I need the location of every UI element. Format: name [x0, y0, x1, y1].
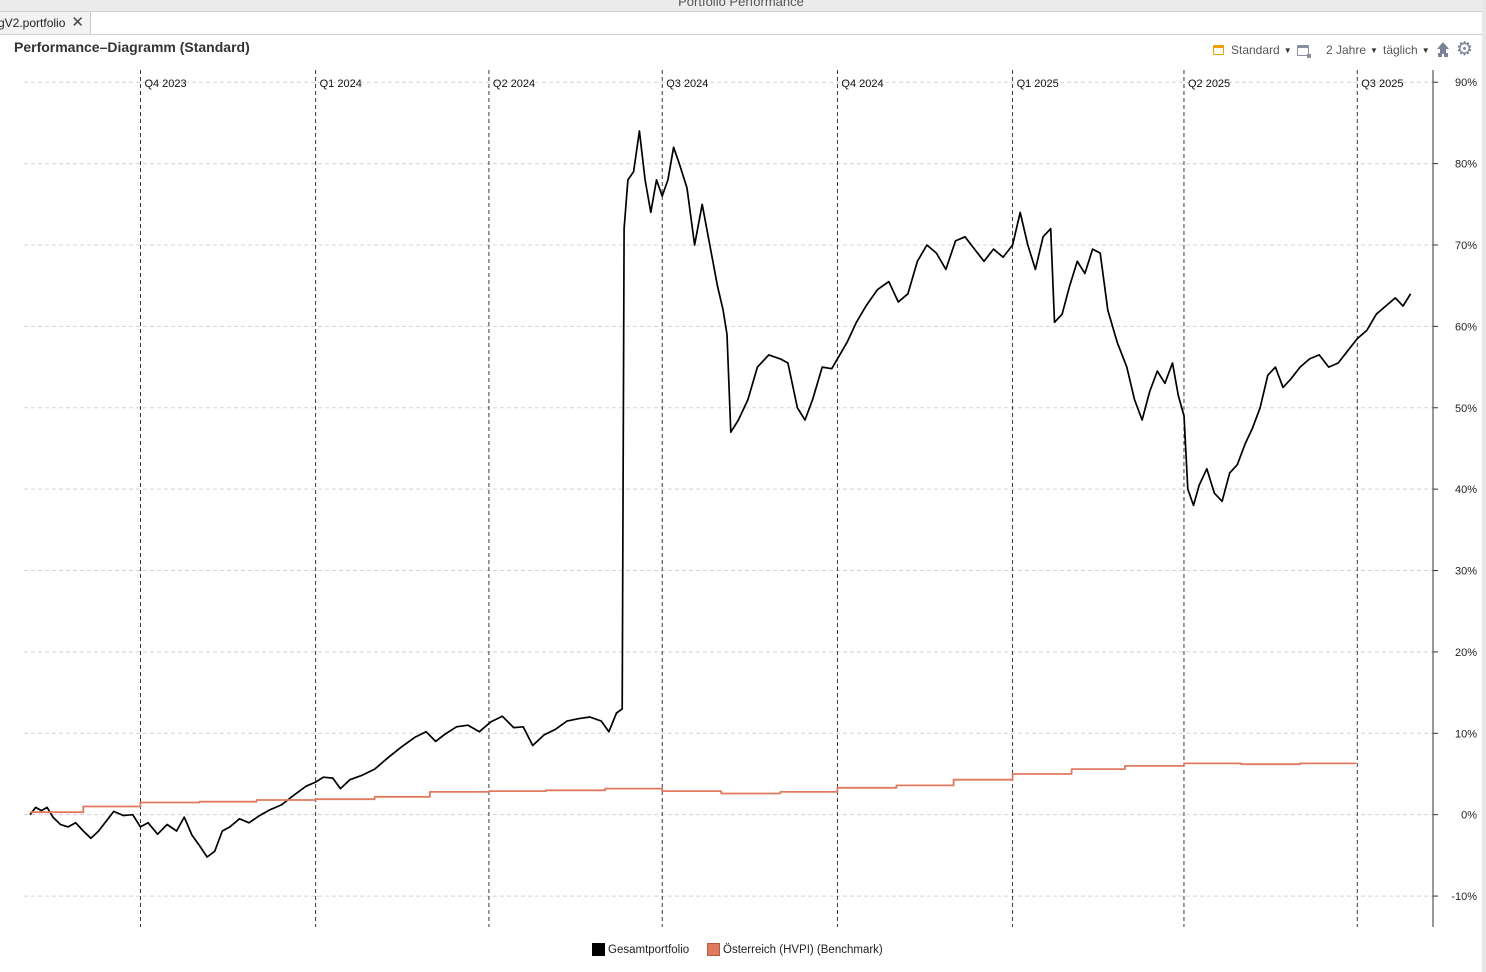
- interval-dropdown-label: täglich: [1383, 43, 1418, 57]
- chevron-down-icon: ▼: [1421, 45, 1430, 55]
- y-tick-label: 10%: [1455, 728, 1477, 740]
- y-tick-label: 40%: [1455, 484, 1477, 496]
- close-icon[interactable]: ✕: [71, 14, 84, 31]
- editor-tab-bar: gV2.portfolio ✕: [0, 12, 1482, 35]
- panel-title: Performance–Diagramm (Standard): [14, 39, 250, 55]
- chart-y-axis: -10% 0% 10% 20% 30% 40% 50% 60% 70% 80% 90%: [1432, 70, 1477, 927]
- chevron-down-icon: ▼: [1283, 45, 1292, 55]
- series-line-gesamtportfolio: [29, 130, 1412, 858]
- export-button[interactable]: [1436, 40, 1450, 60]
- chart-gridlines: [24, 81, 1433, 897]
- legend-swatch: [707, 943, 720, 956]
- y-tick-label: 90%: [1455, 77, 1477, 89]
- quarter-label: Q1 2024: [320, 78, 362, 90]
- y-tick-label: 80%: [1455, 159, 1477, 171]
- config-dropdown[interactable]: Standard ▼: [1213, 40, 1292, 60]
- y-tick-label: 70%: [1455, 240, 1477, 252]
- window-right-edge: [1482, 0, 1486, 972]
- chart-legend: Gesamtportfolio Österreich (HVPI) (Bench…: [0, 943, 1482, 961]
- chart-quarter-markers: Q4 2023 Q1 2024 Q2 2024 Q3 2024 Q4 2024 Q1 20…: [139, 70, 1403, 927]
- y-tick-label: 50%: [1455, 403, 1477, 415]
- legend-item-benchmark[interactable]: Österreich (HVPI) (Benchmark): [707, 943, 883, 956]
- performance-chart[interactable]: Q4 2023 Q1 2024 Q2 2024 Q3 2024 Q4 2024 Q1 20…: [0, 0, 1482, 940]
- window-title: Portfolio Performance: [678, 0, 804, 9]
- y-tick-label: -10%: [1451, 891, 1477, 903]
- quarter-label: Q1 2025: [1017, 78, 1059, 90]
- quarter-label: Q3 2024: [666, 78, 708, 90]
- interval-dropdown[interactable]: täglich ▼: [1383, 40, 1430, 60]
- series-line-benchmark: [30, 762, 1357, 814]
- export-icon: [1436, 42, 1450, 58]
- quarter-label: Q4 2024: [841, 78, 883, 90]
- y-tick-label: 30%: [1455, 566, 1477, 578]
- window-titlebar: Portfolio Performance: [0, 0, 1482, 12]
- gear-icon: ⚙: [1456, 39, 1474, 60]
- editor-tab[interactable]: gV2.portfolio ✕: [0, 12, 91, 34]
- calendar-icon: [1213, 45, 1224, 55]
- period-dropdown[interactable]: 2 Jahre ▼: [1326, 40, 1378, 60]
- quarter-label: Q2 2025: [1188, 78, 1230, 90]
- quarter-label: Q2 2024: [493, 78, 535, 90]
- legend-swatch: [592, 943, 605, 956]
- y-tick-label: 20%: [1455, 647, 1477, 659]
- settings-button[interactable]: ⚙: [1456, 40, 1473, 60]
- y-tick-label: 60%: [1455, 321, 1477, 333]
- legend-item-gesamtportfolio[interactable]: Gesamtportfolio: [592, 943, 689, 956]
- editor-tab-label: gV2.portfolio: [0, 16, 66, 30]
- new-window-button[interactable]: [1297, 40, 1311, 60]
- legend-label: Österreich (HVPI) (Benchmark): [723, 943, 883, 956]
- y-tick-label: 0%: [1461, 810, 1477, 822]
- quarter-label: Q4 2023: [144, 78, 186, 90]
- period-dropdown-label: 2 Jahre: [1326, 43, 1367, 57]
- legend-label: Gesamtportfolio: [608, 943, 690, 956]
- quarter-label: Q3 2025: [1361, 78, 1403, 90]
- window-icon: [1297, 44, 1311, 58]
- chart-series: [29, 130, 1412, 858]
- chevron-down-icon: ▼: [1370, 45, 1378, 55]
- config-dropdown-label: Standard: [1231, 43, 1280, 57]
